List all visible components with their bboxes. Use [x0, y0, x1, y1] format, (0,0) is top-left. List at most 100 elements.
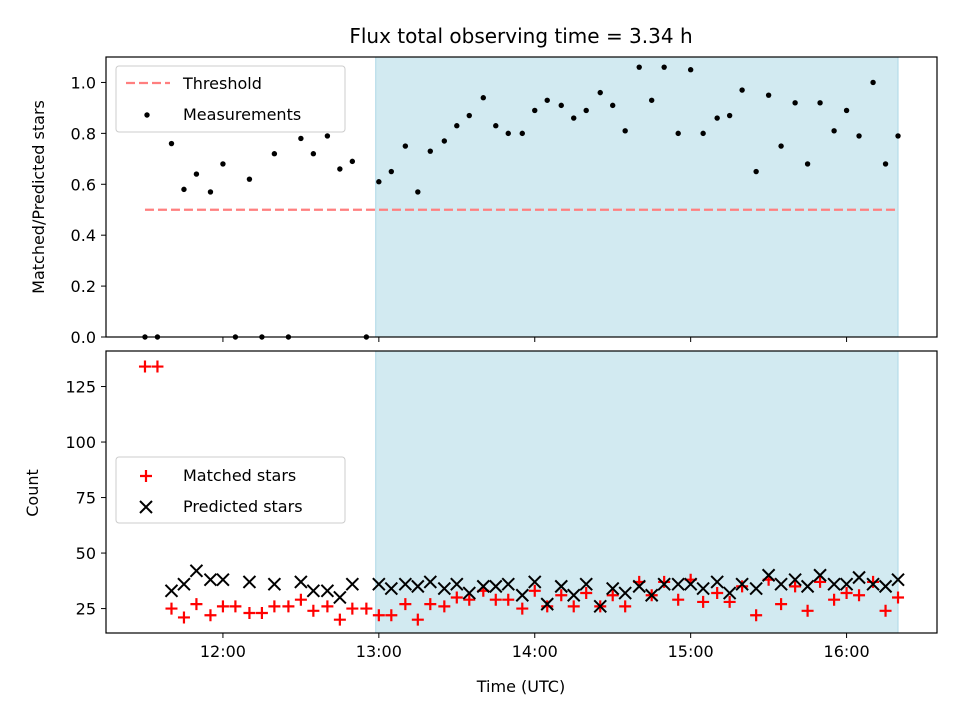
measurement-point: [349, 158, 356, 165]
matched-stars-point: [775, 598, 788, 611]
y-tick-label: 0.2: [71, 277, 96, 296]
measurement-point: [882, 161, 889, 167]
matched-stars-point: [463, 593, 476, 606]
measurement-point: [714, 115, 720, 121]
matched-stars-point: [658, 575, 671, 588]
measurement-point: [675, 130, 681, 137]
predicted-stars-point: [761, 568, 776, 582]
matched-stars-point: [697, 595, 710, 608]
y-tick-label: 100: [65, 433, 96, 452]
y-tick-label: 0.6: [71, 175, 96, 194]
predicted-stars-point: [567, 588, 581, 602]
measurement-point: [571, 115, 577, 121]
measurement-point: [324, 133, 331, 139]
y-tick-label: 25: [76, 600, 96, 619]
matched-stars-point: [723, 595, 736, 608]
measurement-point: [778, 143, 784, 149]
measurement-point: [454, 123, 460, 129]
legend-measurement-swatch: [144, 112, 150, 118]
matched-stars-point: [255, 607, 268, 620]
predicted-stars-point: [722, 586, 737, 600]
matched-stars-point: [853, 589, 866, 602]
y-tick-label: 0.0: [71, 328, 96, 347]
predicted-stars-point: [579, 577, 593, 591]
chart-title: Flux total observing time = 3.34 h: [349, 24, 692, 48]
legend-box: [115, 456, 346, 524]
axes-frame: [105, 56, 938, 338]
axes-frame: [105, 350, 938, 634]
measurement-point: [856, 133, 862, 139]
x-tick-label: 13:00: [356, 642, 402, 661]
predicted-stars-point: [878, 579, 893, 594]
bottom-panel: 25 50 75 100 125 12:00 13:00 14:00 15:00 16:00 Mat…: [65, 350, 938, 661]
matched-stars-point: [229, 600, 242, 613]
measurement-point: [181, 186, 187, 193]
matched-stars-point: [411, 613, 424, 626]
matched-stars-point: [567, 600, 580, 613]
predicted-stars-point: [528, 575, 542, 589]
matched-stars-point: [385, 609, 398, 622]
measurement-point: [687, 67, 694, 73]
measurement-point: [895, 133, 901, 139]
y-tick-label: 75: [76, 489, 96, 508]
bottom-y-axis-label: Count: [23, 469, 42, 517]
predicted-stars-point: [306, 584, 321, 598]
matched-stars-point: [294, 593, 307, 606]
legend-matched-label: Matched stars: [183, 466, 296, 485]
x-tick-label: 12:00: [200, 642, 246, 661]
matched-stars-point: [711, 587, 724, 600]
measurement-point: [792, 100, 798, 106]
measurement-point: [220, 161, 226, 167]
x-tick-label: 14:00: [512, 642, 558, 661]
y-tick-label: 0.8: [71, 124, 96, 143]
matched-stars-point: [606, 589, 619, 602]
matched-stars-point: [528, 584, 541, 597]
predicted-stars-point: [164, 584, 179, 598]
predicted-stars-point: [696, 581, 710, 596]
matched-stars-point: [450, 591, 463, 604]
matched-stars-point: [268, 600, 281, 613]
predicted-stars-point: [735, 577, 749, 591]
measurement-point: [610, 102, 616, 109]
measurement-point: [480, 95, 487, 101]
matched-stars-point: [619, 600, 632, 613]
bottom-legend: Matched stars Predicted stars: [115, 456, 346, 524]
predicted-stars-point: [384, 581, 399, 596]
matched-stars-point: [892, 591, 905, 604]
measurement-point: [726, 112, 733, 119]
matched-stars-point: [138, 360, 151, 373]
matched-stars-point: [282, 600, 295, 613]
predicted-stars-point: [852, 570, 866, 585]
x-axis-label: Time (UTC): [476, 677, 565, 696]
measurement-point: [831, 128, 837, 134]
predicted-stars-point: [540, 597, 554, 611]
predicted-stars-point: [501, 577, 515, 591]
measurement-point: [765, 92, 772, 98]
predicted-stars-point: [515, 588, 529, 602]
matched-stars-point: [736, 580, 749, 593]
matched-stars-point: [243, 607, 256, 620]
top-legend: Threshold Measurements: [115, 65, 346, 133]
predicted-stars-point: [632, 579, 646, 594]
y-tick-label: 125: [65, 378, 96, 397]
y-tick-label: 1.0: [71, 73, 96, 92]
measurement-point: [493, 123, 499, 129]
top-y-axis-label: Matched/Predicted stars: [29, 100, 48, 294]
measurement-point: [558, 102, 564, 109]
y-tick-label: 50: [76, 544, 96, 563]
measurement-point: [817, 100, 823, 106]
predicted-stars-point: [320, 584, 335, 598]
measurement-point: [870, 79, 876, 86]
matched-stars-point: [489, 593, 502, 606]
predicted-stars-point: [423, 575, 438, 589]
matched-stars-point: [165, 602, 178, 615]
legend-matched-swatch: [140, 470, 152, 482]
matched-stars-point: [502, 593, 515, 606]
predicted-stars-point: [683, 577, 698, 591]
matched-stars-point: [372, 609, 385, 622]
measurement-point: [843, 107, 850, 114]
measurement-point: [804, 161, 811, 167]
predicted-stars-point: [593, 599, 607, 614]
measurement-point: [753, 168, 759, 175]
